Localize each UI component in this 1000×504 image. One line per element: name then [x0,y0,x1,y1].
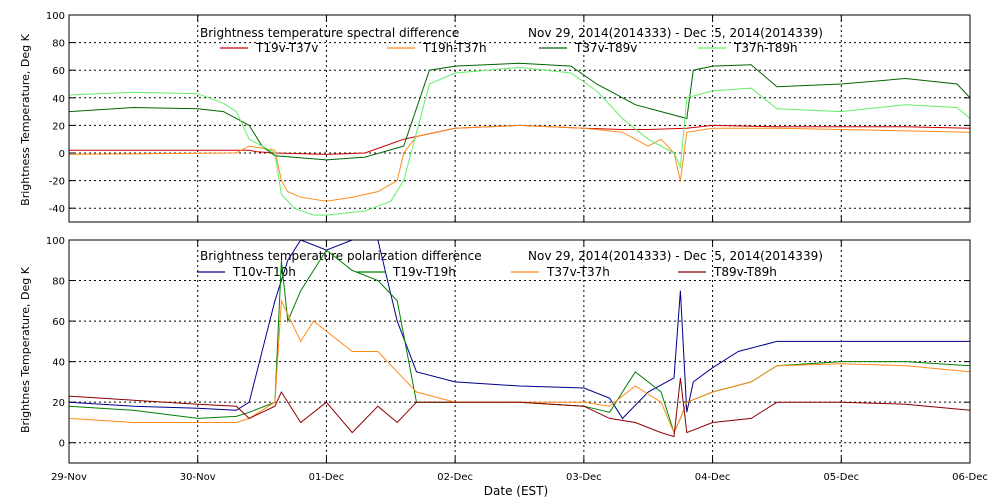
polarization-difference-panel: Brightness temperature polarization diff… [19,236,988,498]
y-tick-label: 40 [52,94,65,105]
y-tick-label: 60 [52,66,65,77]
plot-frame [68,14,971,223]
series-line-3 [68,298,971,434]
legend-label: T37v-T37h [546,265,610,279]
x-tick-label: 04-Dec [695,472,731,483]
chart-title: Brightness temperature spectral differen… [200,26,459,40]
legend-label: T89v-T89h [713,265,777,279]
x-tick-label: 30-Nov [180,472,216,483]
legend-label: T19v-T19h [392,265,456,279]
series-line-4 [68,377,971,438]
x-axis-label: Date (EST) [484,484,548,498]
x-tick-label: 03-Dec [566,472,602,483]
chart-subtitle: Nov 29, 2014(2014333) - Dec 5, 2014(2014… [528,26,823,40]
y-tick-label: 60 [52,317,65,328]
y-tick-label: 0 [59,439,65,450]
x-tick-label: 05-Dec [823,472,859,483]
y-tick-label: 80 [52,277,65,288]
legend-label: T19h-T37h [422,41,487,55]
spectral-difference-panel: Brightness temperature spectral differen… [19,11,971,223]
plot-frame [68,239,971,464]
y-tick-label: 40 [52,358,65,369]
y-tick-label: 100 [46,11,65,22]
chart-title: Brightness temperature polarization diff… [200,249,482,263]
x-tick-label: 29-Nov [51,472,87,483]
y-tick-label: 20 [52,121,65,132]
series-line-3 [68,62,971,161]
y-axis-label: Brightness Temperature, Deg K [19,33,32,205]
legend-label: T19v-T37v [255,41,318,55]
y-tick-label: -40 [49,204,65,215]
legend-label: T10v-T10h [232,265,296,279]
y-tick-label: 20 [52,398,65,409]
y-axis-label: Brightnes Temperature, Deg K [19,266,32,433]
x-tick-label: 01-Dec [309,472,345,483]
y-tick-label: 80 [52,39,65,50]
x-tick-label: 02-Dec [437,472,473,483]
y-tick-label: 100 [46,236,65,247]
y-tick-label: -20 [49,177,65,188]
legend-label: T37v-T89v [574,41,637,55]
chart-subtitle: Nov 29, 2014(2014333) - Dec 5, 2014(2014… [528,249,823,263]
series-line-2 [68,124,971,202]
x-tick-label: 06-Dec [952,472,988,483]
legend-label: T37h-T89h [733,41,798,55]
y-tick-label: 0 [59,149,65,160]
series-line-1 [68,239,970,420]
series-line-4 [68,66,971,216]
